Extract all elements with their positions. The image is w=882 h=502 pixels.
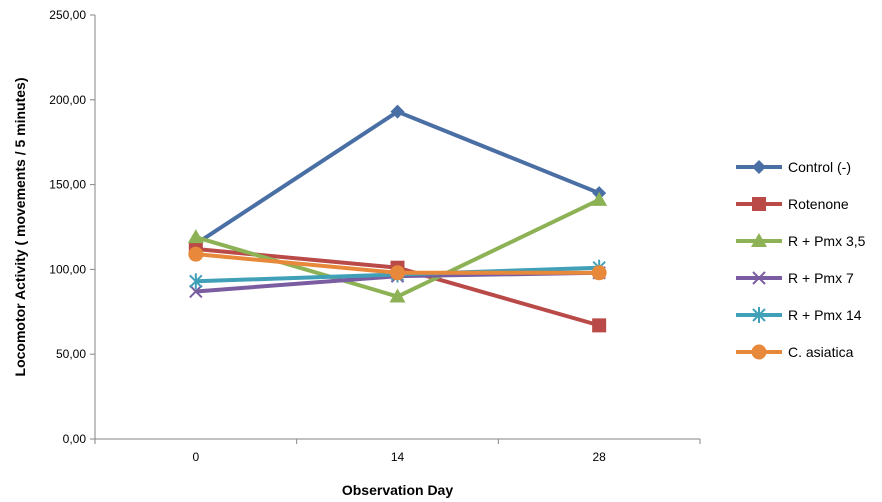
y-tick-label: 200,00	[49, 93, 86, 107]
legend-item: R + Pmx 7	[736, 270, 854, 286]
series-0	[188, 104, 607, 251]
x-tick-label: 28	[592, 450, 606, 464]
legend-item: Rotenone	[736, 196, 849, 212]
legend-marker	[752, 160, 766, 174]
legend-marker	[751, 233, 767, 247]
series-line	[194, 109, 600, 246]
y-tick-label: 0,00	[63, 432, 87, 446]
y-ticks: 0,00 50,00 100,00 150,00 200,00 250,00	[49, 8, 95, 446]
y-tick-label: 50,00	[56, 347, 86, 361]
legend-label: Control (-)	[788, 159, 851, 175]
legend-marker	[752, 307, 766, 323]
y-tick-label: 100,00	[49, 262, 86, 276]
series-5	[188, 246, 607, 281]
legend-label: C. asiatica	[788, 344, 854, 360]
legend-marker	[752, 271, 766, 285]
y-tick-label: 250,00	[49, 8, 86, 22]
legend: Control (-) Rotenone R + Pmx 3,5 R + Pmx 7 R…	[736, 159, 866, 360]
legend-marker	[752, 197, 766, 211]
legend-marker	[751, 344, 767, 360]
x-ticks: 0 14 28	[94, 439, 701, 464]
y-tick-label: 150,00	[49, 178, 86, 192]
data-point	[390, 265, 405, 281]
legend-item: Control (-)	[736, 159, 851, 175]
legend-label: R + Pmx 7	[788, 270, 854, 286]
data-point	[591, 265, 607, 281]
x-axis-title: Observation Day	[342, 482, 453, 498]
data-point	[592, 318, 607, 333]
data-point	[591, 191, 608, 206]
legend-label: Rotenone	[788, 196, 849, 212]
legend-item: R + Pmx 3,5	[736, 233, 866, 249]
legend-item: C. asiatica	[736, 344, 854, 360]
data-point	[189, 284, 203, 299]
data-point	[189, 273, 203, 290]
data-point	[389, 288, 406, 303]
data-point	[390, 104, 405, 119]
x-tick-label: 0	[192, 450, 199, 464]
data-point	[188, 246, 204, 262]
legend-item: R + Pmx 14	[736, 307, 862, 323]
plot-area: 0,00 50,00 100,00 150,00 200,00 250,00 0 14 28	[49, 8, 701, 464]
x-tick-label: 14	[391, 450, 405, 464]
data-point	[187, 229, 204, 244]
series-group	[187, 104, 608, 333]
series-2	[187, 191, 608, 303]
y-axis-title: Locomotor Activity ( movements / 5 minut…	[12, 78, 28, 377]
legend-label: R + Pmx 3,5	[788, 233, 866, 249]
legend-label: R + Pmx 14	[788, 307, 862, 323]
